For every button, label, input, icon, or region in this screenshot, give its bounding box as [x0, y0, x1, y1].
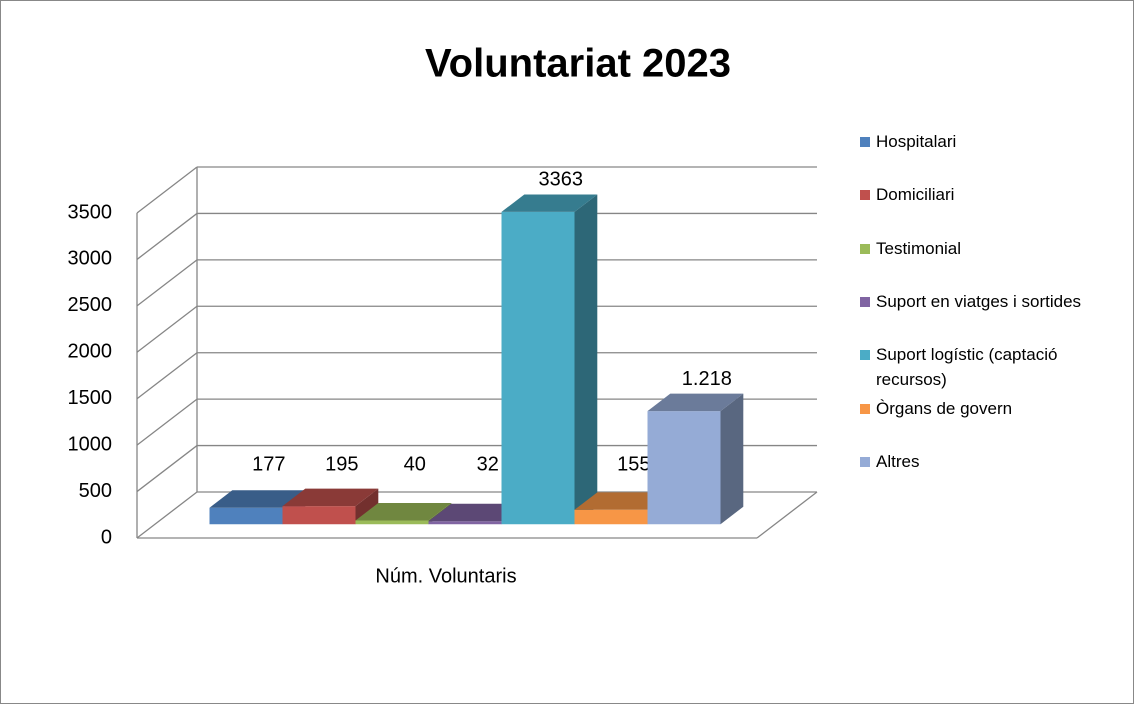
data-label: 195 — [325, 453, 358, 475]
y-tick-label: 2000 — [68, 341, 113, 363]
y-tick-label: 0 — [101, 526, 112, 548]
bar-face — [355, 488, 379, 525]
bar — [282, 488, 379, 525]
bar-face — [501, 194, 598, 212]
bar — [647, 393, 744, 525]
data-label: 155 — [617, 453, 650, 475]
bar-face — [647, 393, 744, 412]
legend-item: Altres — [858, 449, 1108, 474]
legend-label: Testimonial — [876, 238, 962, 258]
legend-item: Suport en viatges i sortides — [858, 289, 1108, 314]
legend-label: Suport en viatges i sortides — [876, 291, 1082, 311]
y-tick-label: 500 — [79, 480, 112, 502]
data-label: 1.218 — [682, 368, 732, 390]
legend-item: Testimonial — [858, 236, 1108, 261]
legend-label: Altres — [876, 451, 920, 471]
bar-face — [720, 393, 744, 525]
data-label: 3363 — [539, 169, 584, 191]
grid-line — [136, 491, 198, 539]
grid-line — [136, 212, 198, 260]
legend-label: Hospitalari — [876, 132, 957, 151]
data-label: 40 — [404, 453, 426, 475]
legend-label: Domiciliari — [876, 185, 955, 205]
grid-line — [136, 352, 198, 400]
bar-face — [501, 211, 575, 525]
y-tick-label: 3500 — [68, 201, 113, 223]
legend-swatch — [860, 137, 870, 147]
grid-line — [136, 305, 198, 353]
legend-item: Òrgans de govern — [858, 396, 1108, 421]
legend-label: Suport logístic (captació recursos) — [876, 345, 1058, 390]
bar-face — [574, 194, 598, 525]
bar-face — [355, 503, 452, 521]
legend-swatch — [860, 403, 870, 414]
legend-swatch — [860, 296, 870, 307]
y-tick-label: 1000 — [68, 433, 113, 455]
legend-item: Hospitalari — [858, 129, 1108, 154]
y-tick-label: 1500 — [68, 387, 113, 409]
x-tick-label: Núm. Voluntaris — [375, 565, 516, 587]
bar-face — [574, 509, 648, 525]
legend-item: Domiciliari — [858, 182, 1108, 207]
y-tick-label: 3000 — [68, 248, 113, 270]
bar-face — [282, 488, 379, 507]
grid-line — [136, 445, 198, 493]
grid-line — [136, 166, 198, 214]
grid-line — [136, 259, 198, 307]
legend-swatch — [860, 456, 870, 467]
bar-face — [209, 490, 306, 508]
chart-title: Voluntariat 2023 — [425, 42, 731, 86]
data-label: 32 — [477, 453, 499, 475]
legend-swatch — [860, 350, 870, 361]
bar-face — [355, 520, 429, 525]
bar-face — [574, 492, 671, 510]
legend-label: Òrgans de govern — [876, 398, 1013, 418]
bar — [501, 194, 598, 525]
y-tick-label: 2500 — [68, 294, 113, 316]
floor-right — [756, 491, 818, 539]
bar-face — [428, 521, 502, 525]
legend-swatch — [860, 190, 870, 201]
legend-item: Suport logístic (captació recursos) — [858, 342, 1108, 392]
bar-face — [428, 503, 525, 522]
bar-face — [209, 507, 283, 525]
bar-face — [647, 411, 721, 525]
data-label: 177 — [252, 453, 285, 475]
grid-line — [136, 398, 198, 446]
legend-swatch — [860, 243, 870, 254]
bar-face — [282, 506, 356, 525]
